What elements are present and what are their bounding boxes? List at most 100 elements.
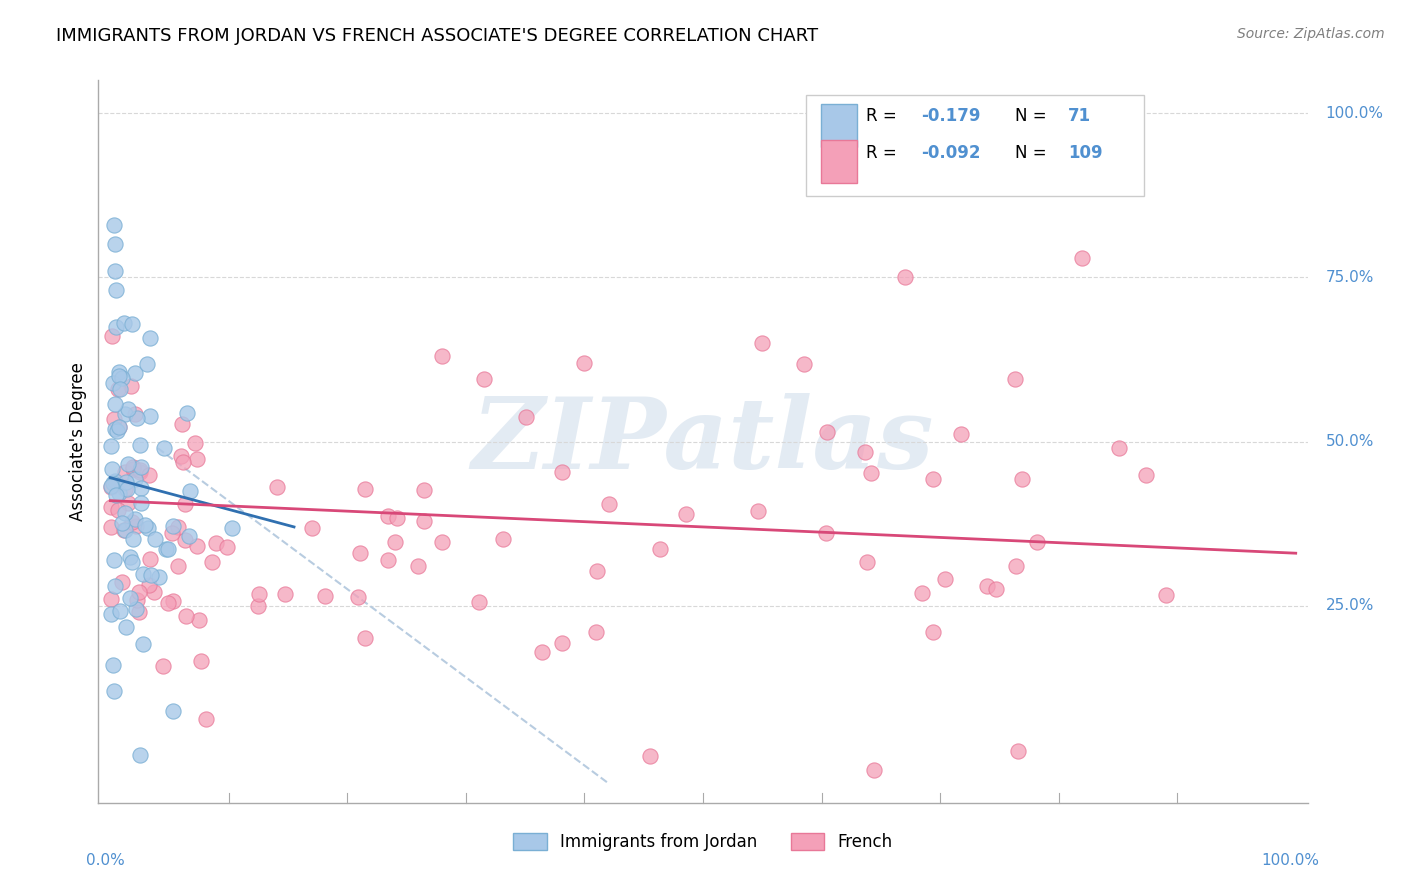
Text: IMMIGRANTS FROM JORDAN VS FRENCH ASSOCIATE'S DEGREE CORRELATION CHART: IMMIGRANTS FROM JORDAN VS FRENCH ASSOCIA… <box>56 27 818 45</box>
French <box>377 509 399 524</box>
French <box>139 552 162 566</box>
Text: 109: 109 <box>1069 144 1102 161</box>
Immigrants from Jordan <box>155 542 177 557</box>
Immigrants from Jordan <box>104 264 127 278</box>
French <box>353 631 375 645</box>
French <box>1026 535 1049 549</box>
Immigrants from Jordan <box>104 579 127 593</box>
French <box>162 593 184 607</box>
Immigrants from Jordan <box>101 376 124 391</box>
Immigrants from Jordan <box>100 462 122 476</box>
Immigrants from Jordan <box>129 496 152 510</box>
French <box>138 468 160 483</box>
French <box>186 451 208 466</box>
French <box>205 536 228 550</box>
Legend: Immigrants from Jordan, French: Immigrants from Jordan, French <box>505 825 901 860</box>
French <box>152 659 174 673</box>
Immigrants from Jordan <box>110 370 132 384</box>
Immigrants from Jordan <box>121 556 143 570</box>
Immigrants from Jordan <box>124 512 146 526</box>
French <box>934 572 956 586</box>
Immigrants from Jordan <box>162 519 184 533</box>
French <box>413 483 436 497</box>
French <box>101 328 124 343</box>
Immigrants from Jordan <box>117 401 139 416</box>
Text: -0.179: -0.179 <box>921 107 980 126</box>
Text: 75.0%: 75.0% <box>1326 270 1374 285</box>
French <box>856 555 879 569</box>
Immigrants from Jordan <box>143 532 166 546</box>
French <box>387 511 409 525</box>
French <box>103 411 125 425</box>
Immigrants from Jordan <box>162 704 184 718</box>
French <box>114 465 136 479</box>
French <box>100 592 122 607</box>
French <box>195 712 218 726</box>
French <box>100 520 122 534</box>
French <box>430 534 453 549</box>
Immigrants from Jordan <box>121 532 143 546</box>
Text: Source: ZipAtlas.com: Source: ZipAtlas.com <box>1237 27 1385 41</box>
French <box>108 420 131 434</box>
French <box>474 372 496 386</box>
Immigrants from Jordan <box>100 478 122 492</box>
Immigrants from Jordan <box>105 488 128 502</box>
Immigrants from Jordan <box>104 475 127 489</box>
French <box>215 540 238 554</box>
Immigrants from Jordan <box>132 567 155 582</box>
Immigrants from Jordan <box>115 475 138 489</box>
FancyBboxPatch shape <box>821 104 856 147</box>
Text: 100.0%: 100.0% <box>1326 105 1384 120</box>
French <box>860 467 883 481</box>
French <box>247 599 270 614</box>
French <box>432 349 454 363</box>
French <box>190 654 212 668</box>
Immigrants from Jordan <box>128 747 150 762</box>
French <box>855 444 877 458</box>
Immigrants from Jordan <box>108 604 131 618</box>
French <box>1154 588 1177 602</box>
French <box>585 625 607 640</box>
Immigrants from Jordan <box>108 382 131 396</box>
Immigrants from Jordan <box>114 407 136 421</box>
Text: -0.092: -0.092 <box>921 144 980 161</box>
French <box>124 407 146 421</box>
Immigrants from Jordan <box>179 483 201 498</box>
French <box>117 496 139 510</box>
French <box>266 480 288 494</box>
Immigrants from Jordan <box>107 368 129 383</box>
French <box>301 521 323 535</box>
French <box>188 613 211 627</box>
Immigrants from Jordan <box>100 607 122 622</box>
French <box>1071 251 1094 265</box>
French <box>413 514 436 528</box>
French <box>120 378 142 392</box>
Immigrants from Jordan <box>132 637 155 651</box>
Immigrants from Jordan <box>117 457 139 471</box>
French <box>100 500 122 515</box>
Immigrants from Jordan <box>121 318 143 332</box>
Immigrants from Jordan <box>139 568 162 582</box>
French <box>551 466 574 480</box>
French <box>921 472 943 486</box>
Immigrants from Jordan <box>101 476 124 491</box>
Immigrants from Jordan <box>124 366 146 380</box>
French <box>815 425 838 439</box>
Immigrants from Jordan <box>148 570 170 584</box>
French <box>893 270 915 285</box>
Immigrants from Jordan <box>134 517 156 532</box>
French <box>384 535 406 549</box>
Immigrants from Jordan <box>179 528 201 542</box>
French <box>1004 559 1026 574</box>
French <box>675 508 697 522</box>
French <box>174 533 197 547</box>
French <box>863 763 886 777</box>
Immigrants from Jordan <box>129 438 152 452</box>
French <box>111 575 134 590</box>
French <box>468 595 491 609</box>
French <box>976 579 998 593</box>
French <box>129 465 152 479</box>
French <box>170 417 193 431</box>
French <box>751 336 773 351</box>
French <box>574 356 596 370</box>
